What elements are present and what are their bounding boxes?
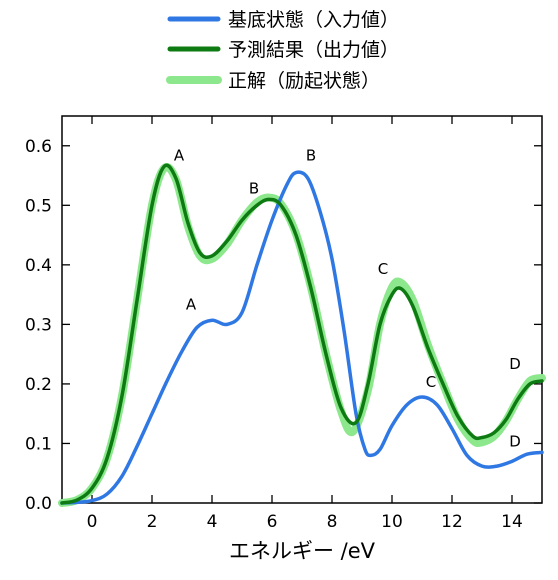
x-tick-label: 0	[87, 512, 98, 532]
peak-annotation: D	[509, 432, 521, 450]
y-tick-label: 0.1	[25, 434, 52, 454]
peak-annotation: B	[249, 179, 259, 197]
legend-label-ground-truth: 正解（励起状態）	[228, 70, 380, 92]
x-tick-label: 2	[147, 512, 158, 532]
x-tick-label: 4	[207, 512, 218, 532]
peak-annotation: D	[509, 355, 521, 373]
x-tick-label: 6	[267, 512, 278, 532]
x-tick-label: 12	[441, 512, 463, 532]
x-axis-title: エネルギー /eV	[229, 539, 376, 563]
series-layer	[58, 163, 546, 507]
x-tick-label: 10	[381, 512, 403, 532]
y-axis: 0.0 0.1 0.2 0.3 0.4 0.5 0.6	[25, 137, 542, 514]
peak-annotation: A	[186, 296, 197, 314]
plot-frame	[61, 115, 543, 504]
series-line-prediction	[60, 163, 544, 505]
y-tick-label: 0.2	[25, 375, 52, 395]
legend-label-prediction: 予測結果（出力値）	[228, 39, 399, 61]
x-tick-label: 14	[501, 512, 523, 532]
y-tick-label: 0.0	[25, 494, 52, 514]
peak-annotation: A	[174, 147, 185, 165]
peak-annotation: C	[378, 260, 388, 278]
x-axis: 0 2 4 6 8 10 12 14	[87, 116, 523, 532]
x-tick-label: 8	[327, 512, 338, 532]
y-tick-label: 0.6	[25, 137, 52, 157]
series-line-ground-state	[60, 170, 544, 505]
peak-annotation: C	[426, 373, 436, 391]
y-tick-label: 0.4	[25, 256, 52, 276]
y-tick-label: 0.5	[25, 196, 52, 216]
peak-annotation: B	[306, 147, 316, 165]
legend: 基底状態（入力値） 予測結果（出力値） 正解（励起状態）	[166, 9, 399, 92]
annotation-layer: A B B A C C D D	[174, 147, 521, 451]
legend-label-ground-state: 基底状態（入力値）	[228, 9, 399, 31]
y-tick-label: 0.3	[25, 315, 52, 335]
